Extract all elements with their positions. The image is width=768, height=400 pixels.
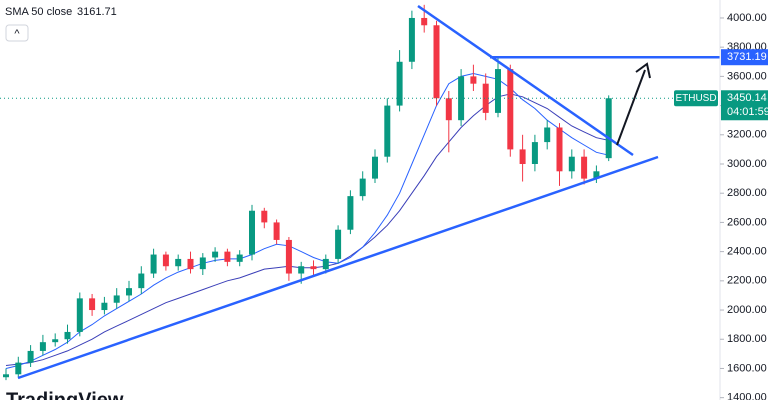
candle-body	[544, 127, 551, 143]
candle-body	[15, 362, 22, 375]
indicator-value: 3161.71	[77, 6, 117, 18]
last-price-label: 3450.14	[727, 92, 767, 104]
candle-body	[421, 17, 428, 26]
candle-body	[482, 83, 489, 113]
candle-body	[101, 302, 108, 311]
candle-body	[39, 342, 46, 351]
candle-body	[495, 69, 501, 113]
price-axis	[720, 0, 768, 400]
candle-body	[359, 178, 366, 197]
level-label: 3731.19	[727, 51, 767, 63]
price-axis-labels: 1400.00 1600.00 1800.00 2000.00 2200.00 2400.…	[720, 12, 768, 400]
symbol-label-bg	[674, 90, 718, 107]
candle-body	[605, 98, 612, 159]
candle-body	[581, 156, 588, 179]
indicator-name: SMA 50 close	[5, 6, 72, 18]
candle-body	[298, 266, 305, 274]
candle-body	[27, 350, 34, 363]
collapse-icon[interactable]: ^	[14, 28, 20, 40]
candle-body	[162, 254, 169, 267]
candle-body	[310, 266, 317, 270]
y-tick-label: 1600.00	[727, 362, 767, 374]
collapse-button[interactable]	[5, 24, 29, 42]
y-tick-label: 2600.00	[727, 216, 767, 228]
candle-body	[593, 171, 600, 179]
arrow-head	[635, 62, 651, 79]
candle-body	[458, 76, 465, 121]
candle-body	[224, 251, 231, 262]
candle-body	[52, 339, 59, 343]
candle-body	[285, 239, 292, 274]
candle-body	[556, 127, 563, 172]
candle-body	[384, 105, 391, 157]
candle-body	[199, 257, 206, 270]
y-tick-label: 2000.00	[727, 304, 767, 316]
candle-body	[236, 254, 243, 262]
y-tick-label: 2800.00	[727, 187, 767, 199]
y-tick-label: 1800.00	[727, 333, 767, 345]
candle-body	[249, 210, 255, 255]
candle-body	[519, 149, 526, 165]
candle-body	[347, 196, 354, 230]
candle-body	[396, 61, 403, 106]
candle-body	[3, 374, 9, 378]
candle-body	[408, 17, 415, 62]
candle-body	[212, 251, 219, 258]
candle-body	[433, 25, 440, 99]
logo: TradingView	[6, 389, 124, 400]
candle-body	[273, 222, 280, 240]
y-tick-label: 3600.00	[727, 70, 767, 82]
y-tick-label: 2400.00	[727, 246, 767, 258]
candle-body	[322, 258, 329, 270]
y-tick-label: 3000.00	[727, 158, 767, 170]
candle-body	[372, 156, 378, 179]
y-tick-label: 2200.00	[727, 275, 767, 287]
candle-body	[113, 295, 120, 303]
candle-body	[470, 76, 477, 84]
candle-body	[261, 210, 268, 223]
candle-body	[175, 258, 182, 267]
arrow	[616, 69, 646, 146]
candle-body	[187, 258, 194, 270]
y-tick-label: 1400.00	[727, 392, 767, 400]
symbol-label: ETHUSD	[675, 93, 716, 104]
candle-body	[531, 142, 538, 165]
candle-body	[126, 288, 132, 296]
candle-body	[76, 298, 83, 332]
trend-line	[417, 4, 634, 157]
plot-area	[0, 4, 720, 381]
candle-body	[138, 273, 145, 289]
candle-body	[445, 98, 452, 121]
y-tick-label: 4000.00	[727, 12, 767, 24]
countdown-label: 04:01:59	[727, 106, 768, 118]
candle-body	[150, 254, 157, 274]
candle-body	[89, 298, 96, 311]
candle-body	[335, 229, 342, 259]
level-label-bg	[721, 49, 768, 66]
last-price-bg	[721, 90, 768, 121]
trend-line	[17, 155, 659, 380]
candle-body	[64, 331, 71, 340]
y-tick-label: 3200.00	[727, 129, 767, 141]
candle-body	[568, 156, 575, 172]
candle-body	[507, 69, 514, 150]
